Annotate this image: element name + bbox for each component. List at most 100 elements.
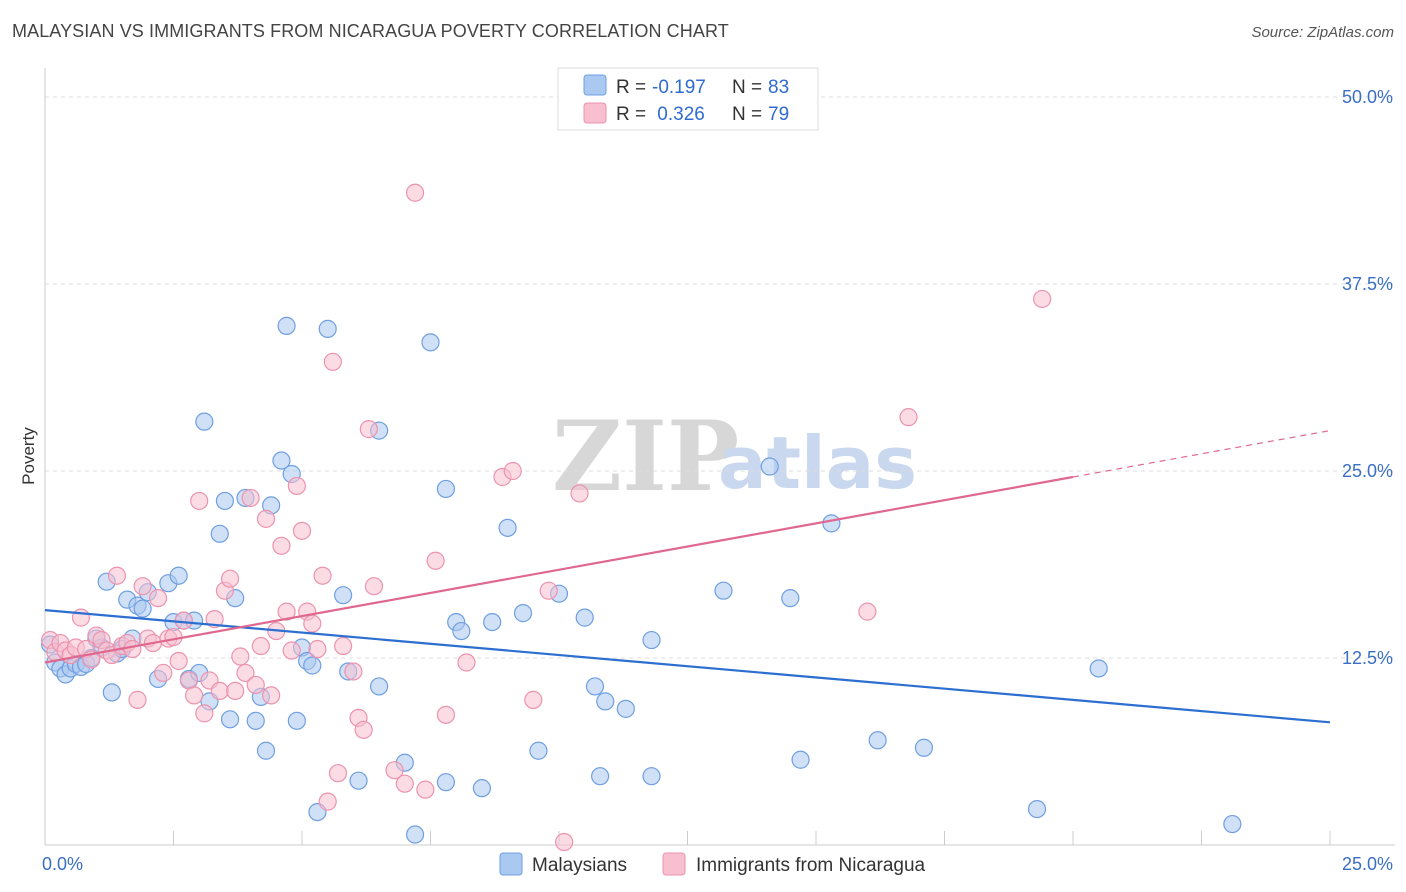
trend-line-nicaragua [44,475,1074,664]
point-malaysians-39 [272,451,291,470]
point-nicaragua-68 [436,705,456,724]
point-nicaragua-53 [313,566,332,585]
legend-n-label-blue: N = [732,77,762,98]
watermark-atlas: atlas [718,421,917,505]
axes [44,68,1395,846]
point-nicaragua-39 [241,488,260,508]
point-nicaragua-16 [123,639,142,659]
point-nicaragua-43 [262,686,281,705]
point-malaysians-74 [760,457,779,476]
legend-n-value-blue: 83 [768,77,789,98]
point-malaysians-78 [868,731,887,750]
point-malaysians-73 [714,581,733,600]
point-malaysians-32 [220,710,240,729]
trend-line-malaysians [44,609,1331,724]
bottom-legend-label-malaysians: Malaysians [532,855,627,876]
point-nicaragua-40 [246,675,265,695]
point-nicaragua-45 [272,536,291,555]
y-tick-label-1: 25.0% [1342,461,1393,481]
point-nicaragua-42 [256,509,276,528]
point-nicaragua-32 [205,610,224,629]
point-nicaragua-55 [323,352,342,371]
point-nicaragua-30 [195,704,214,723]
point-nicaragua-72 [524,690,543,709]
point-nicaragua-63 [385,761,404,780]
point-nicaragua-54 [318,792,337,811]
point-malaysians-62 [498,518,517,537]
point-nicaragua-36 [226,681,245,701]
point-malaysians-56 [436,773,456,792]
point-malaysians-76 [791,750,810,769]
point-malaysians-61 [483,612,502,632]
legend-r-value-pink: 0.326 [652,104,705,125]
point-malaysians-77 [822,514,841,533]
point-malaysians-80 [1027,799,1047,819]
point-malaysians-66 [575,608,594,627]
y-tick-label-0: 12.5% [1342,648,1393,668]
trend-line-nicaragua-extension [1072,430,1331,478]
y-axis-label: Poverty [19,427,38,485]
point-nicaragua-73 [539,581,558,600]
y-tick-label-2: 37.5% [1342,274,1393,294]
x-tick-label-0: 0.0% [42,854,83,874]
point-nicaragua-76 [858,602,877,621]
point-nicaragua-47 [282,641,301,660]
point-malaysians-64 [529,741,548,760]
point-malaysians-50 [349,771,368,790]
point-nicaragua-65 [405,183,425,202]
point-malaysians-42 [287,711,306,730]
point-nicaragua-17 [128,690,147,709]
point-nicaragua-18 [133,577,152,596]
point-malaysians-81 [1089,659,1108,678]
y-tick-labels: 12.5% 25.0% 37.5% 50.0% [1342,87,1393,668]
point-nicaragua-61 [359,420,378,439]
point-nicaragua-51 [303,614,322,633]
point-malaysians-31 [215,491,234,511]
chart-title: MALAYSIAN VS IMMIGRANTS FROM NICARAGUA P… [12,21,729,41]
point-nicaragua-29 [190,491,209,511]
point-nicaragua-62 [364,577,384,596]
series-nicaragua-points [41,183,1052,852]
point-malaysians-12 [102,683,121,702]
point-nicaragua-41 [251,636,270,656]
point-nicaragua-28 [184,686,204,705]
legend-r-label-pink: R = [616,104,646,125]
point-malaysians-79 [914,738,934,757]
point-nicaragua-69 [457,653,476,672]
point-nicaragua-33 [210,681,229,701]
legend-r-label-blue: R = [616,77,646,98]
point-nicaragua-48 [287,476,306,496]
bottom-legend-swatch-nicaragua [662,852,686,876]
legend-n-value-pink: 79 [768,104,789,125]
point-nicaragua-58 [344,662,363,681]
series-legend: Malaysians Immigrants from Nicaragua [499,852,926,876]
point-nicaragua-26 [174,611,193,630]
x-tick-label-1: 25.0% [1342,854,1393,874]
x-tick-labels: 0.0% 25.0% [42,854,1393,874]
trend-lines [44,430,1331,724]
point-nicaragua-24 [164,627,183,647]
point-malaysians-47 [318,319,337,338]
point-nicaragua-21 [148,589,168,608]
point-malaysians-67 [585,677,605,696]
point-nicaragua-46 [277,602,296,621]
grid-lines [45,96,1395,659]
point-nicaragua-74 [555,832,574,852]
point-nicaragua-64 [395,774,414,793]
point-malaysians-71 [642,630,661,650]
point-malaysians-30 [210,524,229,543]
y-tick-label-3: 50.0% [1342,87,1393,107]
point-malaysians-70 [616,699,635,718]
point-nicaragua-13 [107,566,127,585]
point-malaysians-37 [256,741,276,760]
bottom-legend-swatch-malaysians [499,852,523,876]
point-malaysians-57 [436,479,456,499]
correlation-legend: R = -0.197 N = 83 R = 0.326 N = 79 [557,67,819,131]
point-malaysians-63 [513,604,533,623]
point-malaysians-18 [133,599,152,618]
point-nicaragua-22 [154,663,173,683]
point-malaysians-48 [334,586,353,605]
point-nicaragua-52 [308,639,327,659]
point-malaysians-55 [421,333,440,352]
